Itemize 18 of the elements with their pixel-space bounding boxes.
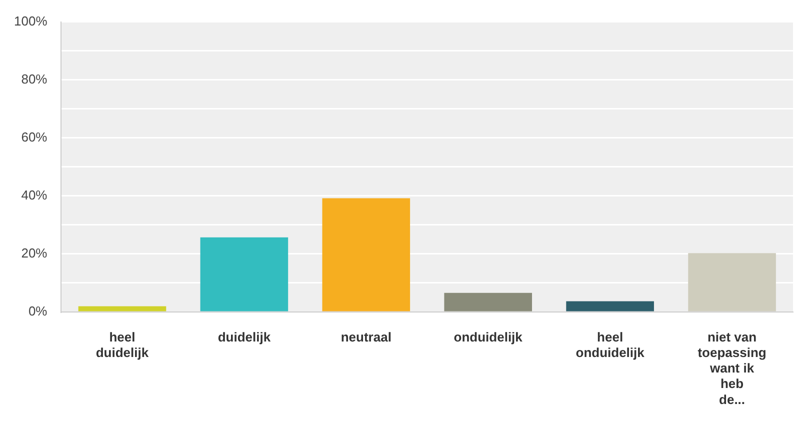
x-tick-label: heel onduidelijk — [576, 329, 646, 360]
bar — [322, 198, 410, 312]
bar — [200, 237, 288, 312]
y-tick-label: 100% — [14, 13, 48, 28]
y-tick-label: 40% — [21, 188, 48, 202]
bar — [444, 292, 532, 312]
x-tick-label: niet van toepassing want ik heb de... — [698, 329, 766, 407]
bar — [78, 306, 166, 312]
bar — [566, 301, 654, 312]
x-tick-label: duidelijk — [218, 329, 272, 344]
x-tick-label: heel duidelijk — [96, 329, 150, 360]
y-tick-label: 80% — [21, 71, 48, 86]
y-tick-label: 20% — [21, 246, 48, 261]
y-tick-label: 60% — [21, 129, 48, 144]
bar — [688, 253, 776, 312]
y-tick-label: 0% — [28, 304, 48, 319]
x-tick-label: neutraal — [340, 329, 392, 344]
x-tick-label: onduidelijk — [454, 329, 524, 344]
